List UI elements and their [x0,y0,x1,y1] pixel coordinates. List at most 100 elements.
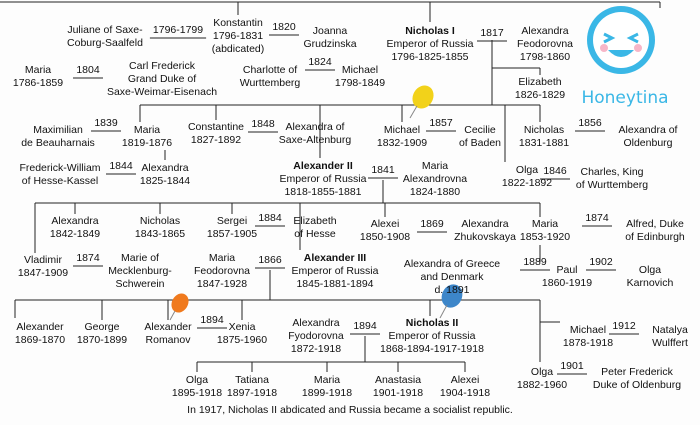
person-line: Marie of [121,252,159,264]
person-line: of Baden [459,137,501,149]
person-line: 1818-1855-1881 [284,186,361,198]
person-line: Alexandra [51,215,98,227]
person-line: 1843-1865 [135,228,185,240]
person-line: 1872-1918 [291,343,341,355]
person-line: 1868-1894-1917-1918 [380,343,484,355]
connectors [0,1,661,372]
person-line: Karnovich [627,277,674,289]
person-line: of Hesse-Kassel [22,175,98,187]
person-line: Alexandrovna [403,173,467,185]
person-line: Feodorovna [517,38,573,50]
marriage-year: 1866 [258,254,282,266]
person-line: Sergei [217,215,247,227]
person-line: Charles, King [580,166,643,178]
person-line: 1895-1918 [172,387,222,399]
person-line: George [84,321,119,333]
person-line: Maria [314,374,340,386]
person-line: 1878-1918 [563,337,613,349]
person-line: Elizabeth [518,76,561,88]
person-line: Paul [556,264,577,276]
person-line: Saxe-Weimar-Eisenach [107,86,217,98]
person-line: (abdicated) [212,43,265,55]
person-line: Emperor of Russia [387,38,474,50]
person-line: 1842-1849 [50,228,100,240]
person-line: 1870-1899 [77,334,127,346]
person-line: Nicholas II [406,317,459,329]
marriage-year: 1894 [353,320,377,332]
person-line: 1899-1918 [302,387,352,399]
person-line: Michael [384,124,420,136]
person-line: 1875-1960 [217,334,267,346]
person-line: Wulffert [652,337,688,349]
person-line: 1860-1919 [542,277,592,289]
person-line: Charlotte of [243,64,297,76]
person-line: Natalya [652,324,688,336]
marriage-year: 1846 [543,165,567,177]
person-line: Grand Duke of [128,73,196,85]
marriage-year: 1796-1799 [153,24,203,36]
person-line: 1853-1920 [520,231,570,243]
person-line: 1847-1928 [197,278,247,290]
person-line: 1798-1849 [335,77,385,89]
marriage-year: 1841 [371,164,395,176]
person-line: 1869-1870 [15,334,65,346]
person-line: Maximilian [33,124,83,136]
person-line: Schwerein [115,278,164,290]
person-line: Alexandra [461,218,508,230]
marriage-year: 1804 [76,64,100,76]
person-line: Saxe-Altenburg [279,134,352,146]
person-line: Elizabeth [293,215,336,227]
person-line: Nicholas I [405,25,455,37]
person-line: 1845-1881-1894 [296,278,373,290]
marriage-year: 1901 [560,360,584,372]
person-line: 1826-1829 [515,89,565,101]
person-line: Emperor of Russia [389,330,476,342]
person-line: Vladimir [24,254,62,266]
person-line: Oldenburg [623,137,672,149]
person-line: de Beauharnais [21,137,95,149]
person-line: Maria [532,218,558,230]
person-line: Olga [639,264,661,276]
person-line: Wurttemberg [240,77,301,89]
person-line: Mecklenburg- [108,265,172,277]
person-line: Alexandra of Greece [404,258,500,270]
person-line: Alexander [144,321,192,333]
person-line: 1904-1918 [440,387,490,399]
person-line: Feodorovna [194,265,250,277]
person-line: 1850-1908 [360,231,410,243]
person-line: 1882-1960 [517,379,567,391]
person-line: 1831-1881 [519,137,569,149]
person-line: Maria [209,252,235,264]
person-line: Alexandra of [619,124,678,136]
person-line: 1827-1892 [191,134,241,146]
person-line: 1819-1876 [122,137,172,149]
marriage-year: 1839 [94,117,118,129]
pins [169,85,463,321]
person-line: 1897-1918 [227,387,277,399]
person-line: Frederick-William [19,162,100,174]
person-line: and Denmark [420,271,484,283]
marriage-year: 1844 [109,160,133,172]
person-line: Tatiana [235,374,269,386]
person-line: 1857-1905 [207,228,257,240]
person-line: of Wurttemberg [576,179,648,191]
marriage-year: 1894 [200,314,224,326]
person-line: Alexander II [293,160,353,172]
logo: Honeytina [581,6,669,108]
marriage-year: 1874 [76,252,100,264]
person-line: Duke of Oldenburg [593,379,681,391]
person-line: 1822-1892 [502,177,552,189]
person-line: Romanov [146,334,192,346]
person-line: 1832-1909 [377,137,427,149]
person-line: Maria [422,160,448,172]
person-line: Fyodorovna [288,330,344,342]
person-line: Grudzinska [303,38,356,50]
marriage-year: 1857 [429,117,453,129]
person-line: 1796-1825-1855 [391,51,468,63]
person-line: Maria [134,124,160,136]
marriage-year: 1874 [585,212,609,224]
person-line: Anastasia [375,374,421,386]
person-line: Joanna [313,25,348,37]
